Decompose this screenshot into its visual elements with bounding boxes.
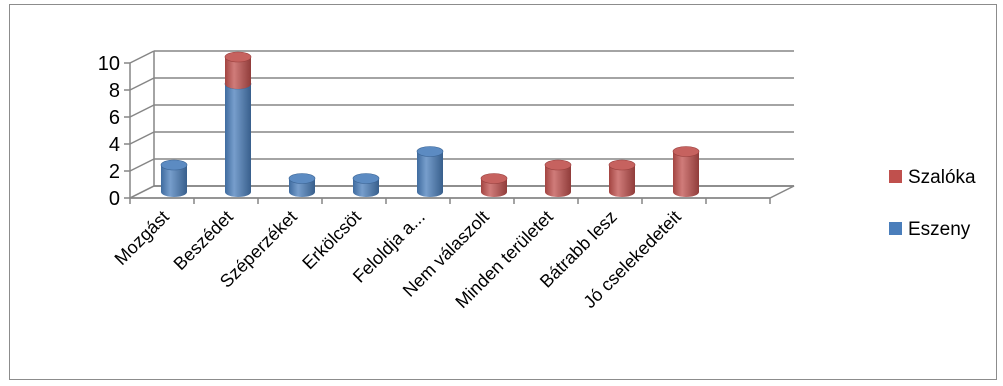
bar-eszeny-3 xyxy=(352,173,380,197)
legend-label: Szalóka xyxy=(908,167,976,188)
y-tick-label: 2 xyxy=(109,161,120,183)
legend-swatch xyxy=(889,222,902,235)
x-category-label: Mozgást xyxy=(111,207,173,269)
bar-szalóka-5 xyxy=(480,173,508,197)
x-category-label: Erkölcsöt xyxy=(298,207,364,273)
gridline-side xyxy=(129,131,155,145)
bar-eszeny-1 xyxy=(224,78,252,197)
legend-label: Eszeny xyxy=(908,219,971,240)
y-tick-label: 0 xyxy=(109,188,120,210)
x-category-label: Beszédet xyxy=(170,207,237,274)
gridline-side xyxy=(129,158,155,172)
gridline-side xyxy=(129,77,155,91)
y-tick-label: 4 xyxy=(109,134,120,156)
bar-eszeny-2 xyxy=(288,173,316,197)
y-tick-label: 8 xyxy=(109,80,120,102)
bar-szalóka-8 xyxy=(672,146,700,197)
gridline-side xyxy=(129,104,155,118)
legend-swatch xyxy=(889,170,902,183)
y-tick-label: 10 xyxy=(98,53,120,75)
bar-szalóka-1 xyxy=(224,51,252,89)
bar-szalóka-7 xyxy=(608,159,636,197)
bar-eszeny-4 xyxy=(416,146,444,197)
bar-eszeny-0 xyxy=(160,159,188,197)
bar-szalóka-6 xyxy=(544,159,572,197)
y-tick-label: 6 xyxy=(109,107,120,129)
gridline-side xyxy=(129,50,155,64)
